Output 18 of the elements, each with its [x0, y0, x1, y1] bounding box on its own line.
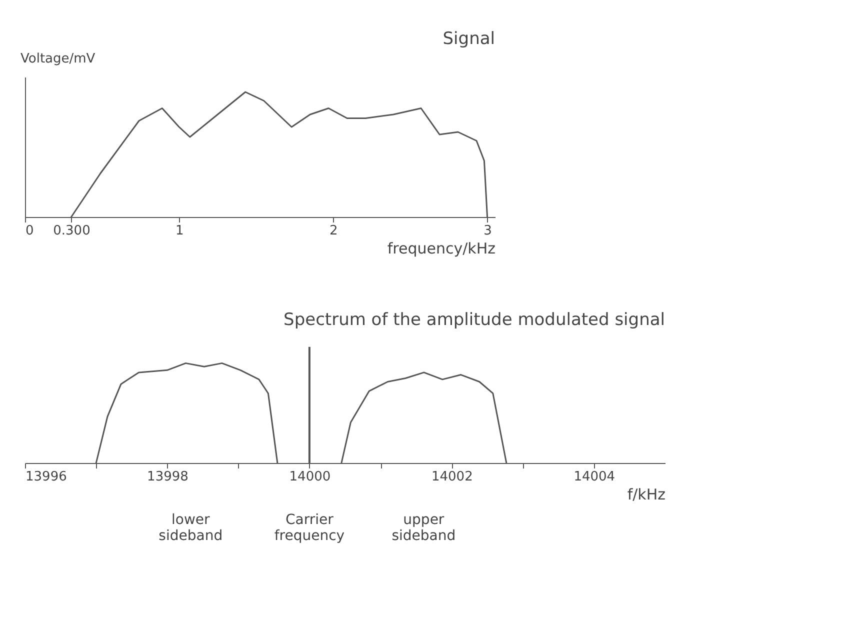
x-axis-title: frequency/kHz: [387, 240, 496, 258]
chart-title: Spectrum of the amplitude modulated signal: [284, 310, 665, 330]
x-tick-label: 0.300: [53, 224, 90, 238]
x-tick-label: 2: [330, 224, 338, 238]
text: Carrier frequency: [274, 512, 345, 544]
text: lower sideband: [158, 512, 223, 544]
x-tick-label: 3: [484, 224, 492, 238]
y-axis-title: Voltage/mV: [20, 52, 96, 66]
x-tick-label: 1: [175, 224, 184, 238]
x-tick-label: 14000: [289, 470, 331, 484]
x-tick-label: 14004: [574, 470, 616, 484]
x-tick-label: 13998: [147, 470, 188, 484]
x-axis-title: f/kHz: [627, 486, 666, 504]
x-tick-label: 14002: [431, 470, 473, 484]
chart-title: Signal: [442, 29, 495, 49]
text: upper sideband: [392, 512, 456, 544]
x-tick-label: 0: [26, 224, 34, 238]
x-tick-label: 13996: [26, 470, 67, 484]
